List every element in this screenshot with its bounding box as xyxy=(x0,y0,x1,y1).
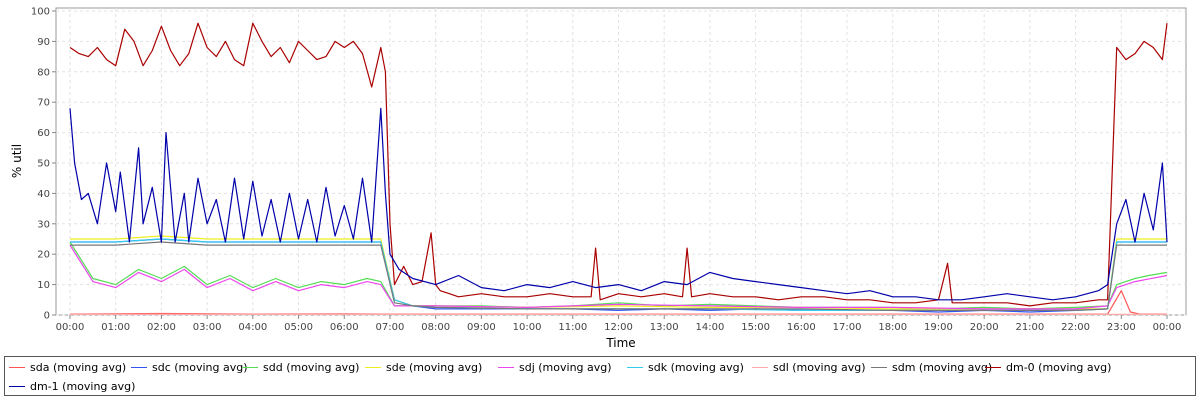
x-tick-label: 08:00 xyxy=(421,322,450,333)
y-tick-label: 30 xyxy=(37,219,50,230)
y-tick-label: 90 xyxy=(37,37,50,48)
legend-swatch xyxy=(627,366,643,368)
legend-swatch xyxy=(752,366,768,368)
x-tick-label: 10:00 xyxy=(513,322,542,333)
x-tick-label: 01:00 xyxy=(101,322,130,333)
legend-swatch xyxy=(365,366,381,368)
legend-item: sdd (moving avg) xyxy=(242,358,359,376)
y-tick-label: 100 xyxy=(31,7,50,18)
x-tick-label: 17:00 xyxy=(833,322,862,333)
plot-area xyxy=(55,7,1187,316)
legend-swatch xyxy=(871,366,887,368)
x-tick-label: 16:00 xyxy=(787,322,816,333)
y-axis-ticks: 0 10 20 30 40 50 60 70 80 90 100 xyxy=(31,7,56,322)
x-tick-label: 19:00 xyxy=(924,322,953,333)
y-tick-label: 10 xyxy=(37,280,50,291)
x-tick-label: 04:00 xyxy=(238,322,267,333)
y-tick-label: 70 xyxy=(37,98,50,109)
y-axis-label: % util xyxy=(10,144,24,178)
x-tick-label: 13:00 xyxy=(650,322,679,333)
series-lines xyxy=(69,22,1168,315)
legend-item: sda (moving avg) xyxy=(9,358,126,376)
y-tick-label: 80 xyxy=(37,67,50,78)
legend-item: dm-0 (moving avg) xyxy=(985,358,1111,376)
legend-label: dm-1 (moving avg) xyxy=(30,379,136,393)
series-line-sdj xyxy=(69,244,1168,310)
legend-label: sdj (moving avg) xyxy=(519,360,612,374)
legend-item: dm-1 (moving avg) xyxy=(9,377,135,395)
gridlines xyxy=(56,8,1186,316)
legend-label: dm-0 (moving avg) xyxy=(1006,360,1112,374)
legend-label: sdl (moving avg) xyxy=(773,360,866,374)
x-tick-label: 22:00 xyxy=(1061,322,1090,333)
legend-swatch xyxy=(242,366,258,368)
x-tick-label: 14:00 xyxy=(696,322,725,333)
chart-svg: 0 10 20 30 40 50 60 70 80 90 100 00:00 01:00 02:00 03… xyxy=(10,7,1187,350)
x-tick-label: 12:00 xyxy=(604,322,633,333)
legend-swatch xyxy=(9,385,25,387)
legend-label: sdc (moving avg) xyxy=(152,360,248,374)
series-line-dm-0 xyxy=(69,22,1168,307)
legend-item: sdl (moving avg) xyxy=(752,358,866,376)
x-tick-label: 06:00 xyxy=(330,322,359,333)
y-tick-label: 40 xyxy=(37,189,50,200)
x-tick-label: 09:00 xyxy=(467,322,496,333)
legend: sda (moving avg) sdc (moving avg) sdd (mov… xyxy=(4,356,1196,396)
x-tick-label: 03:00 xyxy=(193,322,222,333)
x-tick-label: 00:00 xyxy=(1153,322,1182,333)
x-tick-label: 05:00 xyxy=(284,322,313,333)
series-line-sdm xyxy=(70,241,1167,311)
legend-label: sdk (moving avg) xyxy=(648,360,744,374)
legend-item: sdm (moving avg) xyxy=(871,358,992,376)
x-tick-label: 21:00 xyxy=(1015,322,1044,333)
y-tick-label: 60 xyxy=(37,128,50,139)
legend-item: sdc (moving avg) xyxy=(131,358,248,376)
x-axis-ticks: 00:00 01:00 02:00 03:00 04:00 05:00 06:00 07:00… xyxy=(56,315,1182,333)
legend-item: sdk (moving avg) xyxy=(627,358,744,376)
y-tick-label: 0 xyxy=(44,311,50,322)
legend-label: sdd (moving avg) xyxy=(263,360,360,374)
x-tick-label: 00:00 xyxy=(56,322,85,333)
y-tick-label: 20 xyxy=(37,250,50,261)
x-tick-label: 11:00 xyxy=(558,322,587,333)
x-tick-label: 15:00 xyxy=(741,322,770,333)
x-tick-label: 18:00 xyxy=(878,322,907,333)
x-tick-label: 23:00 xyxy=(1107,322,1136,333)
legend-swatch xyxy=(131,366,147,368)
x-tick-label: 20:00 xyxy=(970,322,999,333)
legend-item: sde (moving avg) xyxy=(365,358,482,376)
legend-swatch xyxy=(985,366,1001,368)
legend-item: sdj (moving avg) xyxy=(498,358,612,376)
legend-swatch xyxy=(498,366,514,368)
legend-label: sde (moving avg) xyxy=(386,360,483,374)
legend-label: sdm (moving avg) xyxy=(892,360,993,374)
legend-swatch xyxy=(9,366,25,368)
legend-label: sda (moving avg) xyxy=(30,360,127,374)
x-axis-label: Time xyxy=(605,336,635,350)
x-tick-label: 07:00 xyxy=(376,322,405,333)
y-tick-label: 50 xyxy=(37,159,50,170)
x-tick-label: 02:00 xyxy=(147,322,176,333)
series-line-dm-1 xyxy=(69,107,1168,301)
